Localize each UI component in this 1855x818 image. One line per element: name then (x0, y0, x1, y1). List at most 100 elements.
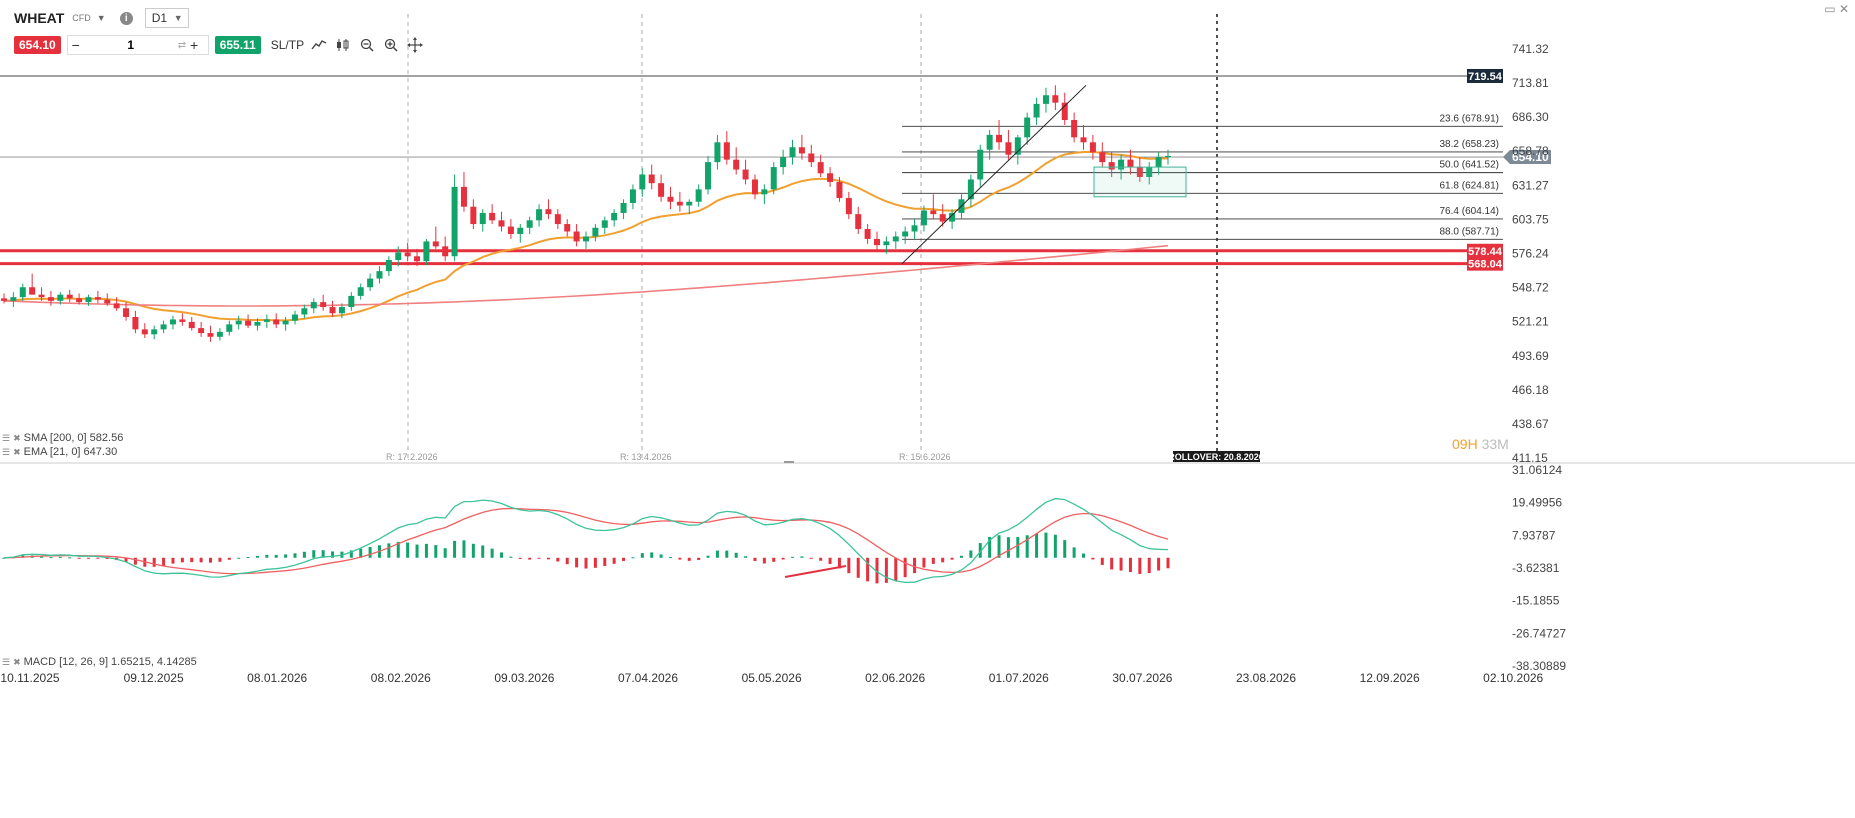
macd-histogram-bar (903, 557, 907, 578)
line-chart-icon[interactable] (310, 36, 328, 54)
candle-body (57, 294, 64, 301)
instrument-type: CFD (72, 13, 91, 23)
time-axis-label: 02.06.2026 (865, 671, 925, 685)
crosshair-move-icon[interactable] (406, 36, 424, 54)
candle-body (883, 241, 890, 246)
current-price-badge (1503, 150, 1551, 165)
candle-body (498, 220, 505, 227)
buy-button[interactable]: 655.11 (214, 36, 261, 54)
close-icon[interactable]: ✕ (1838, 2, 1849, 16)
decrease-quantity-button[interactable]: − (71, 37, 80, 53)
candle-body (226, 324, 233, 332)
zoom-in-icon[interactable] (382, 36, 400, 54)
macd-histogram-bar (424, 543, 428, 558)
zoom-out-icon[interactable] (358, 36, 376, 54)
macd-histogram-bar (1082, 553, 1086, 558)
candle-body (357, 287, 364, 296)
macd-histogram-bar (715, 550, 719, 558)
price-axis-label: 713.81 (1512, 76, 1549, 90)
candle-body (564, 224, 571, 232)
time-axis-label: 02.10.2026 (1483, 671, 1543, 685)
price-axis-label: 603.75 (1512, 212, 1549, 226)
price-axis-label: 658.78 (1512, 144, 1549, 158)
price-axis-label: 493.69 (1512, 349, 1549, 363)
symbol-name[interactable]: WHEAT (14, 10, 65, 26)
candle-body (827, 173, 834, 182)
macd-histogram-bar (997, 535, 1001, 558)
sma-legend[interactable]: ☰ ✖ SMA [200, 0] 582.56 (2, 432, 123, 444)
candle-body (892, 236, 899, 242)
rollover-badge (1173, 451, 1260, 462)
time-axis-label: 07.04.2026 (618, 671, 678, 685)
macd-histogram-bar (387, 543, 391, 558)
macd-histogram-bar (133, 557, 137, 565)
candle-body (301, 308, 308, 315)
sell-button[interactable]: 654.10 (14, 36, 61, 54)
macd-histogram-bar (180, 557, 184, 563)
macd-histogram-bar (293, 553, 297, 558)
candle-body (1155, 157, 1162, 168)
macd-histogram-bar (218, 557, 222, 562)
candle-body (1033, 103, 1040, 118)
increase-quantity-button[interactable]: + (190, 37, 199, 53)
macd-legend[interactable]: ☰ ✖ MACD [12, 26, 9] 1.65215, 4.14285 (2, 656, 197, 668)
candle-body (367, 278, 374, 288)
macd-histogram-bar (1091, 557, 1095, 560)
sltp-button[interactable]: SL/TP (270, 38, 305, 52)
settings-icon[interactable]: ☰ (2, 656, 11, 667)
level-badge (1467, 68, 1503, 83)
info-icon[interactable]: i (119, 11, 133, 25)
candle-body (10, 297, 17, 301)
candle-body (1108, 162, 1115, 170)
macd-histogram-bar (481, 545, 485, 558)
candle-body (479, 212, 486, 225)
maximize-icon[interactable]: ▭ (1824, 2, 1836, 16)
remove-icon[interactable]: ✖ (13, 446, 21, 457)
macd-line (3, 497, 1169, 584)
macd-axis-label: -38.30889 (1512, 659, 1566, 673)
macd-histogram-bar (443, 548, 447, 558)
swap-icon[interactable]: ⇄ (177, 39, 187, 51)
macd-histogram-bar (819, 557, 823, 561)
consolidation-box (1093, 166, 1187, 198)
time-axis-label: 30.07.2026 (1112, 671, 1172, 685)
settings-icon[interactable]: ☰ (2, 446, 11, 457)
macd-histogram-bar (105, 557, 109, 559)
macd-histogram-bar (650, 552, 654, 558)
ema-legend[interactable]: ☰ ✖ EMA [21, 0] 647.30 (2, 446, 117, 458)
settings-icon[interactable]: ☰ (2, 432, 11, 443)
macd-histogram-bar (753, 557, 757, 561)
candle-body (676, 201, 683, 206)
candle-body (1136, 167, 1143, 177)
candle-type-icon[interactable] (334, 36, 352, 54)
symbol-dropdown-icon[interactable]: ▼ (96, 13, 106, 23)
fibonacci-level-label: 50.0 (641.52) (1440, 160, 1500, 171)
remove-icon[interactable]: ✖ (13, 656, 21, 667)
divergence-line (784, 565, 847, 578)
candle-body (29, 287, 36, 295)
candle-body (216, 331, 223, 337)
quantity-input[interactable] (83, 37, 178, 53)
candle-body (864, 229, 871, 239)
macd-histogram-bar (828, 557, 832, 564)
quantity-stepper: − ⇄ + (66, 35, 209, 55)
price-axis-label: 686.30 (1512, 110, 1549, 124)
macd-histogram-bar (246, 557, 250, 559)
macd-histogram-bar (809, 557, 813, 559)
macd-histogram-bar (40, 556, 44, 558)
timeframe-select[interactable]: D1 ▼ (144, 8, 189, 28)
candle-body (19, 287, 26, 298)
candle-body (507, 226, 514, 234)
macd-histogram-bar (302, 551, 306, 558)
remove-icon[interactable]: ✖ (13, 432, 21, 443)
macd-histogram-bar (640, 553, 644, 558)
macd-histogram-bar (622, 557, 626, 561)
candle-body (423, 241, 430, 262)
macd-histogram-bar (68, 557, 72, 559)
macd-histogram-bar (1157, 557, 1161, 571)
macd-histogram-bar (546, 557, 550, 560)
candle-body (1, 298, 7, 301)
macd-histogram-bar (58, 556, 62, 558)
macd-histogram-bar (678, 557, 682, 560)
